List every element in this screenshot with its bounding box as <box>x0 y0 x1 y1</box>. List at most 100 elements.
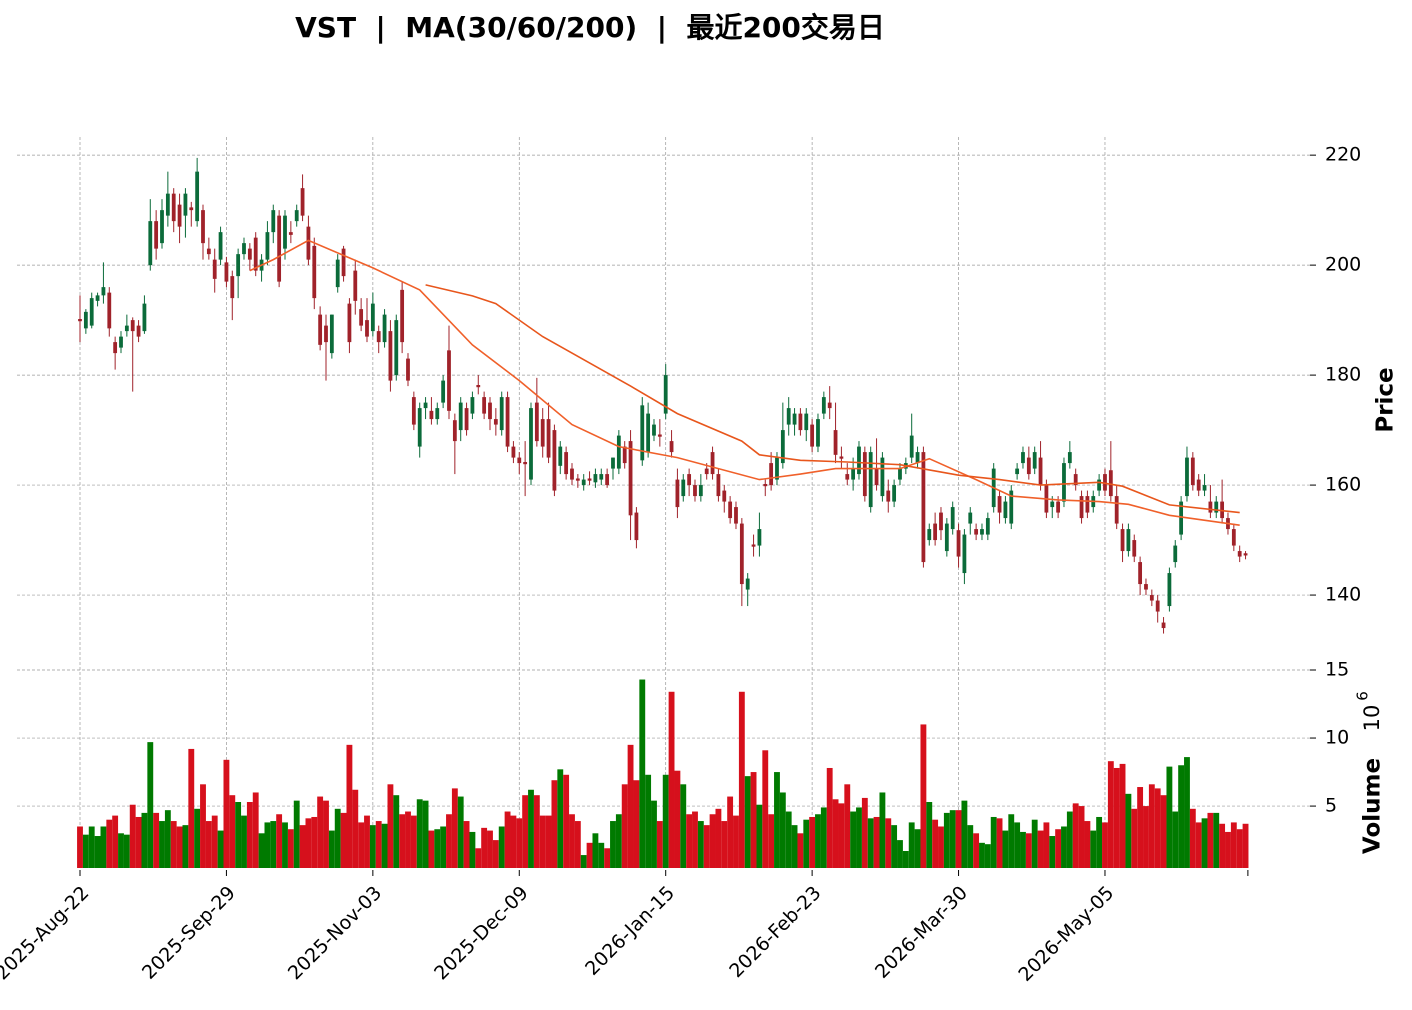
candle-body <box>488 402 492 420</box>
candle-body <box>704 468 709 475</box>
volume-axis-label: Volume <box>1360 758 1386 854</box>
volume-bar <box>850 811 857 868</box>
candle-body <box>851 468 856 480</box>
candle-body <box>874 468 879 486</box>
volume-bar <box>381 823 388 868</box>
volume-bar <box>668 691 675 868</box>
volume-bar <box>785 811 792 868</box>
candle-body <box>1179 501 1184 535</box>
x-tick-label: 2025-Sep-29 <box>138 882 240 984</box>
volume-bar <box>926 802 933 868</box>
candle-body <box>441 380 446 403</box>
volume-bar <box>346 744 353 868</box>
candle-body <box>1015 468 1020 475</box>
candle-body <box>1167 573 1172 607</box>
candle-body <box>160 210 164 244</box>
volume-bar <box>451 788 458 868</box>
volume-bar <box>885 818 892 868</box>
volume-bar <box>241 815 247 868</box>
volume-bar <box>920 724 927 868</box>
volume-bar <box>328 830 335 868</box>
candle-body <box>1062 463 1066 502</box>
volume-bar <box>996 818 1003 868</box>
volume-bar <box>908 822 915 868</box>
volume-bar <box>967 825 974 868</box>
volume-bar <box>393 795 400 868</box>
volume-bar <box>879 792 886 868</box>
y-tick-label: 200 <box>1325 254 1361 276</box>
candle-body <box>499 397 504 431</box>
volume-tick-label: 10 <box>1325 727 1349 749</box>
volume-bar <box>592 833 599 868</box>
volume-bar <box>756 804 763 868</box>
volume-bar <box>1201 818 1208 868</box>
volume-bar <box>949 810 956 868</box>
volume-bar <box>188 748 195 868</box>
volume-bar <box>229 795 236 868</box>
volume-bar <box>902 850 909 868</box>
volume-bar <box>1008 814 1015 868</box>
candle-body <box>183 193 188 216</box>
candle-body <box>956 530 961 557</box>
volume-bar <box>750 772 757 868</box>
candle-body <box>517 457 522 464</box>
candle-body <box>382 314 387 343</box>
volume-bar <box>504 811 511 868</box>
volume-bar <box>223 759 230 868</box>
candle-body <box>669 441 674 453</box>
volume-bar <box>984 844 991 868</box>
candle-body <box>1009 490 1014 524</box>
candle-body <box>242 243 246 255</box>
candle-body <box>1097 479 1102 491</box>
candle-body <box>751 544 756 547</box>
volume-bar <box>1125 793 1132 868</box>
volume-bar <box>1195 822 1202 868</box>
volume-bar <box>1219 823 1226 868</box>
volume-bar <box>299 825 306 868</box>
candle-body <box>101 287 106 296</box>
candle-body <box>962 534 967 574</box>
volume-bar <box>1037 830 1044 868</box>
volume-offset-base: 10 <box>1360 705 1384 732</box>
candle-body <box>411 397 416 425</box>
volume-bar <box>1131 808 1138 868</box>
candle-body <box>306 226 311 260</box>
volume-bar <box>270 821 277 868</box>
volume-bar <box>317 796 324 868</box>
candle-body <box>1208 501 1213 513</box>
volume-bar <box>598 842 605 868</box>
volume-bar <box>147 742 154 868</box>
candle-body <box>1138 562 1143 585</box>
volume-bar <box>727 796 734 868</box>
candle-body <box>1114 496 1119 524</box>
volume-bar <box>334 808 341 868</box>
chart-title: VST | MA(30/60/200) | 最近200交易日 <box>295 11 885 44</box>
volume-bar <box>123 834 130 868</box>
volume-bar <box>176 826 183 868</box>
volume-bar <box>680 784 687 868</box>
volume-bar <box>1213 812 1220 868</box>
moving-average-line <box>425 284 1240 514</box>
candle-body <box>1149 595 1154 601</box>
volume-bar <box>358 822 365 868</box>
volume-bar <box>797 833 804 868</box>
candle-body <box>1085 496 1090 513</box>
candle-body <box>171 193 176 222</box>
volume-bar <box>498 826 505 868</box>
volume-bar <box>129 804 136 868</box>
candle-body <box>933 523 938 541</box>
candle-body <box>294 210 299 222</box>
candle-body <box>165 193 170 216</box>
volume-bar <box>211 815 218 868</box>
volume-bar <box>77 826 83 868</box>
candle-body <box>300 188 305 216</box>
candle-body <box>359 309 364 326</box>
volume-bar <box>276 814 283 868</box>
volume-bar <box>545 815 552 868</box>
candle-body <box>1126 529 1131 552</box>
volume-bar <box>832 799 839 868</box>
volume-bar <box>340 812 347 868</box>
volume-bar <box>803 819 810 868</box>
volume-bar <box>434 829 441 868</box>
